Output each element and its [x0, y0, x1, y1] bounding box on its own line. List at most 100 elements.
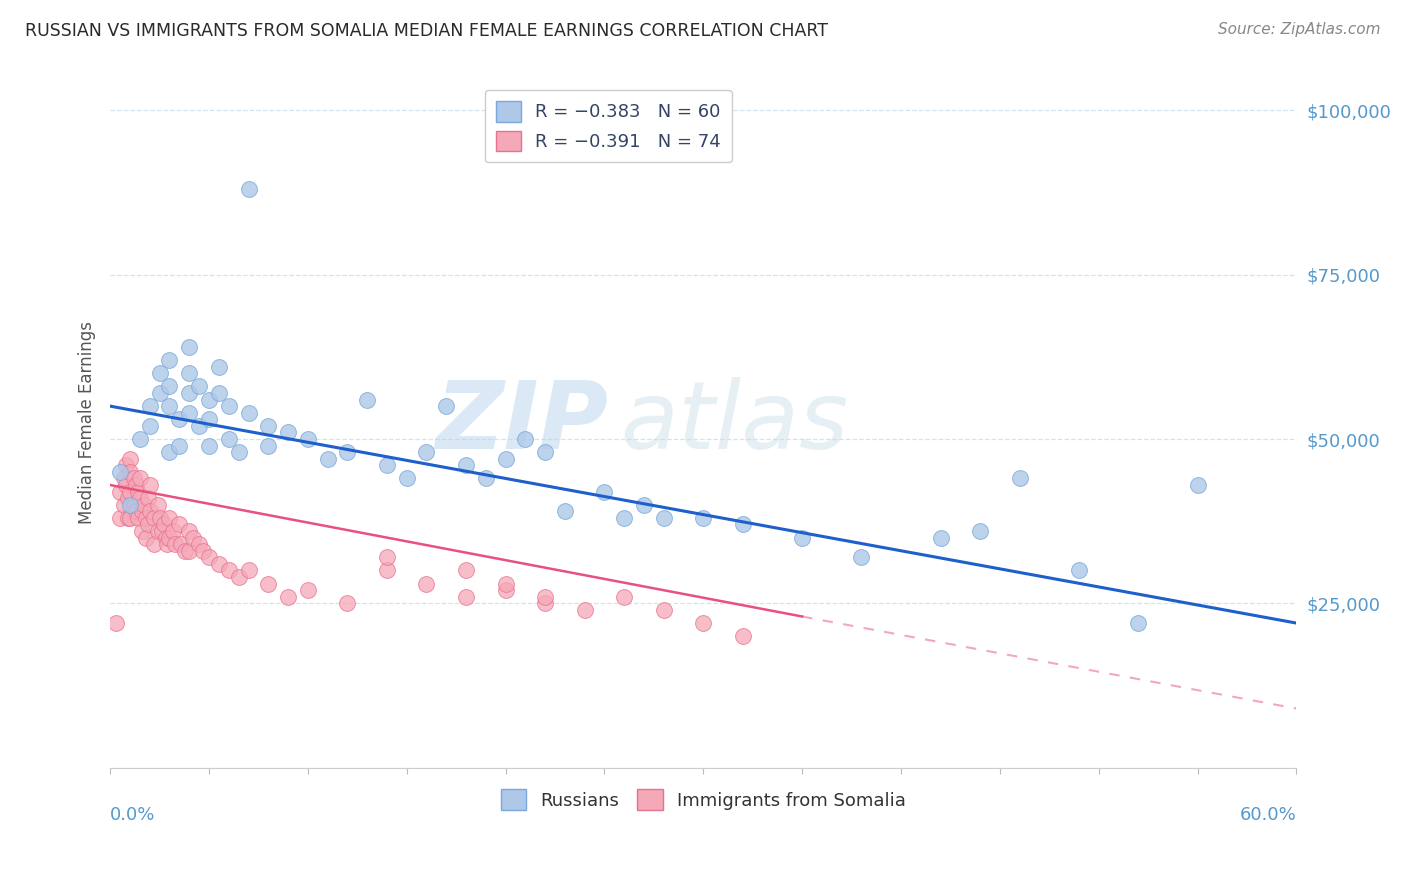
Point: [146, 524, 169, 538]
Point: [434, 399, 457, 413]
Point: [475, 471, 498, 485]
Point: [127, 511, 149, 525]
Point: [731, 629, 754, 643]
Point: [159, 379, 181, 393]
Point: [191, 543, 214, 558]
Point: [198, 550, 221, 565]
Point: [135, 531, 157, 545]
Point: [228, 445, 250, 459]
Point: [156, 537, 179, 551]
Point: [375, 458, 398, 473]
Point: [228, 570, 250, 584]
Point: [135, 511, 157, 525]
Point: [534, 445, 557, 459]
Point: [138, 478, 160, 492]
Point: [395, 471, 418, 485]
Point: [316, 451, 339, 466]
Point: [169, 412, 191, 426]
Point: [118, 465, 141, 479]
Point: [1067, 564, 1090, 578]
Point: [128, 432, 150, 446]
Point: [105, 616, 128, 631]
Point: [218, 399, 240, 413]
Point: [454, 590, 477, 604]
Point: [375, 564, 398, 578]
Point: [257, 439, 280, 453]
Point: [633, 498, 655, 512]
Point: [159, 445, 181, 459]
Point: [297, 432, 319, 446]
Point: [208, 557, 231, 571]
Point: [132, 498, 155, 512]
Point: [613, 511, 636, 525]
Point: [125, 478, 148, 492]
Point: [142, 511, 165, 525]
Point: [118, 498, 141, 512]
Point: [692, 616, 714, 631]
Point: [159, 399, 181, 413]
Point: [208, 386, 231, 401]
Point: [169, 439, 191, 453]
Text: Source: ZipAtlas.com: Source: ZipAtlas.com: [1218, 22, 1381, 37]
Legend: Russians, Immigrants from Somalia: Russians, Immigrants from Somalia: [494, 782, 912, 817]
Point: [179, 340, 201, 354]
Point: [117, 511, 139, 525]
Point: [108, 465, 131, 479]
Point: [118, 451, 141, 466]
Point: [179, 386, 201, 401]
Point: [174, 543, 197, 558]
Point: [118, 484, 141, 499]
Point: [181, 531, 204, 545]
Point: [375, 550, 398, 565]
Point: [593, 484, 616, 499]
Point: [108, 511, 131, 525]
Point: [169, 517, 191, 532]
Point: [128, 491, 150, 505]
Point: [149, 511, 172, 525]
Point: [142, 537, 165, 551]
Point: [415, 576, 437, 591]
Point: [159, 353, 181, 368]
Point: [136, 491, 159, 505]
Point: [415, 445, 437, 459]
Point: [692, 511, 714, 525]
Point: [218, 564, 240, 578]
Text: atlas: atlas: [620, 377, 848, 468]
Point: [128, 471, 150, 485]
Point: [198, 392, 221, 407]
Point: [198, 412, 221, 426]
Point: [554, 504, 576, 518]
Point: [112, 471, 135, 485]
Point: [574, 603, 596, 617]
Point: [188, 379, 211, 393]
Point: [155, 531, 177, 545]
Point: [122, 498, 145, 512]
Point: [136, 517, 159, 532]
Point: [162, 524, 184, 538]
Point: [534, 596, 557, 610]
Point: [929, 531, 952, 545]
Point: [179, 524, 201, 538]
Point: [115, 478, 138, 492]
Point: [731, 517, 754, 532]
Point: [515, 432, 537, 446]
Point: [149, 366, 172, 380]
Point: [165, 537, 187, 551]
Point: [188, 537, 211, 551]
Point: [138, 504, 160, 518]
Text: ZIP: ZIP: [436, 376, 609, 468]
Point: [336, 445, 359, 459]
Point: [131, 504, 153, 518]
Point: [336, 596, 359, 610]
Point: [277, 590, 299, 604]
Point: [115, 458, 138, 473]
Point: [277, 425, 299, 440]
Point: [179, 366, 201, 380]
Point: [179, 543, 201, 558]
Y-axis label: Median Female Earnings: Median Female Earnings: [79, 321, 96, 524]
Point: [152, 517, 174, 532]
Point: [1128, 616, 1150, 631]
Point: [495, 583, 517, 598]
Point: [257, 418, 280, 433]
Point: [297, 583, 319, 598]
